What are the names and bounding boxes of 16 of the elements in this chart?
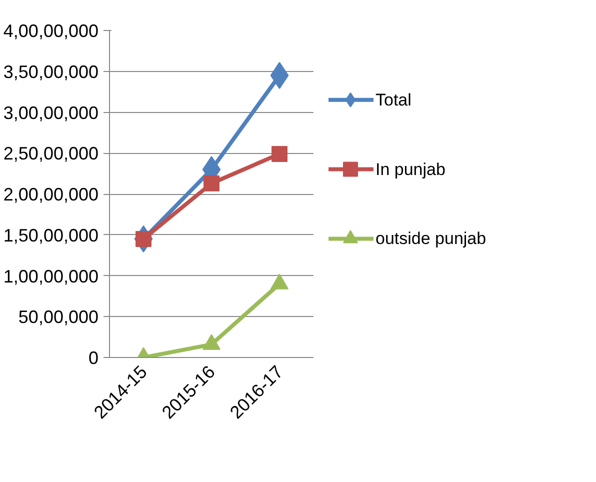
legend-label: In punjab: [376, 160, 446, 179]
y-tick-label: 3,50,00,000: [3, 62, 99, 82]
y-tick-label: 3,00,00,000: [3, 102, 99, 123]
point: [202, 334, 220, 350]
legend-label: Total: [376, 90, 412, 110]
y-tick-label: 0: [88, 348, 99, 368]
point: [270, 274, 288, 290]
y-tick-label: 50,00,000: [18, 307, 98, 328]
y-tick-label: 2,50,00,000: [3, 144, 99, 164]
y-tick-label: 2,00,00,000: [3, 184, 99, 204]
y-tick-label: 1,50,00,000: [3, 225, 99, 246]
legend-label: outside punjab: [376, 229, 486, 248]
y-tick-label: 1,00,00,000: [3, 266, 99, 286]
point: [272, 146, 288, 162]
y-tick-label: 4,00,00,000: [3, 21, 99, 41]
point: [204, 175, 220, 192]
